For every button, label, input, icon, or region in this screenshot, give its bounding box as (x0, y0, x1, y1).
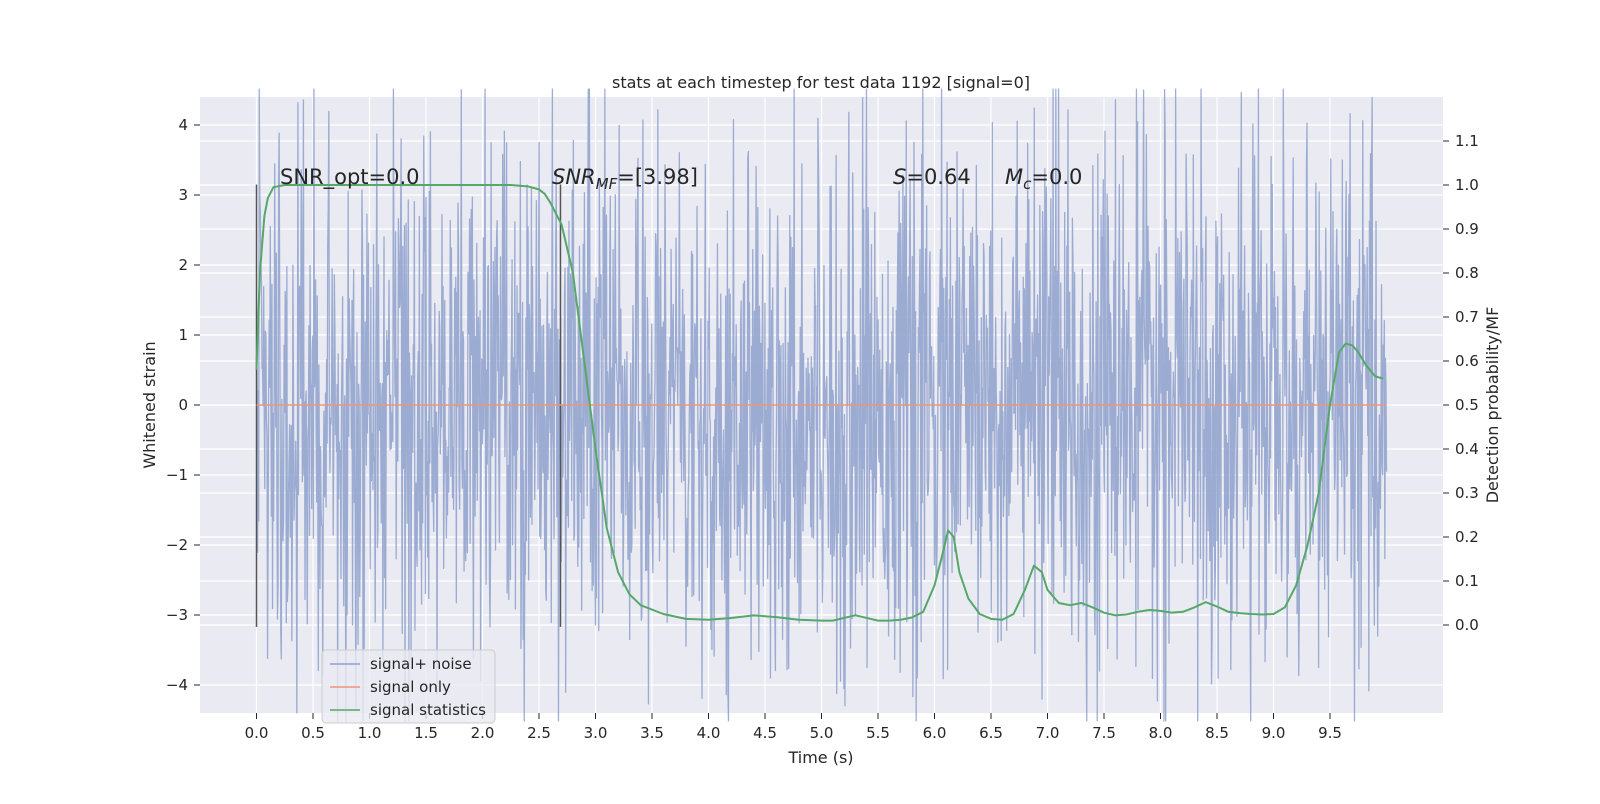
signal-noise-series (255, 88, 1388, 722)
y-axis-label: Whitened strain (140, 341, 159, 468)
annotation-snr-mf-subscript: MF (596, 175, 618, 193)
annotation-snr-mf-value: =[3.98] (617, 165, 698, 189)
y-right-tick-label-1: 1.0 (1455, 176, 1479, 194)
x-tick-label-3: 1.5 (414, 724, 438, 742)
x-tick-label-9: 4.5 (753, 724, 777, 742)
y-right-tick-label-11: 0.0 (1455, 616, 1479, 634)
y-right-tick-label-0: 1.1 (1455, 132, 1479, 150)
x-tick-label-4: 2.0 (471, 724, 495, 742)
y-right-tick-label-5: 0.6 (1455, 352, 1479, 370)
x-tick-label-15: 7.5 (1092, 724, 1116, 742)
y-tick-label-5: −1 (166, 466, 188, 484)
x-tick-label-14: 7.0 (1036, 724, 1060, 742)
y-right-tick-label-4: 0.7 (1455, 308, 1479, 326)
annotation-snr-mf-symbol: SNR (552, 165, 596, 189)
y-tick-label-8: −4 (166, 676, 188, 694)
x-tick-label-6: 3.0 (584, 724, 608, 742)
x-tick-label-11: 5.5 (866, 724, 890, 742)
y-tick-label-6: −2 (166, 536, 188, 554)
x-tick-label-2: 1.0 (358, 724, 382, 742)
annotation-s-symbol: S (893, 165, 906, 189)
legend-label-signal-noise: signal+ noise (370, 655, 472, 673)
x-tick-label-19: 9.5 (1318, 724, 1342, 742)
annotation-s: S=0.64 (893, 165, 971, 189)
x-tick-label-10: 5.0 (810, 724, 834, 742)
annotation-mc: Mc=0.0 (1005, 165, 1082, 193)
annotation-snr-mf: SNRMF=[3.98] (552, 165, 698, 193)
chart-title: stats at each timestep for test data 119… (612, 73, 1030, 92)
x-tick-label-0: 0.0 (245, 724, 269, 742)
legend-label-signal-only: signal only (370, 678, 451, 696)
x-tick-label-5: 2.5 (527, 724, 551, 742)
legend-box (321, 649, 496, 724)
annotation-mc-symbol: M (1005, 165, 1023, 189)
y-tick-label-4: 0 (178, 396, 188, 414)
y-axis-right-label: Detection probability/MF (1483, 307, 1502, 504)
y-tick-label-3: 1 (178, 326, 188, 344)
y-tick-label-2: 2 (178, 256, 188, 274)
y-tick-label-7: −3 (166, 606, 188, 624)
series-signal-statistics (255, 184, 1384, 622)
y-tick-label-1: 3 (178, 186, 188, 204)
series-signal-noise (255, 88, 1388, 722)
annotation-mc-subscript: c (1023, 175, 1032, 193)
x-axis-label: Time (s) (787, 748, 853, 767)
y-right-tick-label-8: 0.3 (1455, 484, 1479, 502)
legend-label-signal-statistics: signal statistics (370, 701, 486, 719)
x-tick-label-1: 0.5 (301, 724, 325, 742)
x-tick-label-13: 6.5 (979, 724, 1003, 742)
y-right-tick-label-7: 0.4 (1455, 440, 1479, 458)
x-tick-label-7: 3.5 (640, 724, 664, 742)
annotation-snr-opt: SNR_opt=0.0 (280, 165, 420, 190)
y-right-tick-label-2: 0.9 (1455, 220, 1479, 238)
axis-ticks: 0.0 0.5 1.0 1.5 2.0 2.5 3.0 3.5 4.0 4.5 5.0 5.5 6.0 6… (166, 116, 1479, 742)
x-tick-label-8: 4.0 (697, 724, 721, 742)
legend: signal+ noise signal only signal statist… (321, 649, 496, 724)
annotations: SNR_opt=0.0 SNRMF=[3.98] S=0.64 Mc=0.0 (280, 165, 1082, 193)
y-tick-label-0: 4 (178, 116, 188, 134)
x-tick-label-17: 8.5 (1205, 724, 1229, 742)
x-tick-label-12: 6.0 (923, 724, 947, 742)
line-series (255, 184, 1387, 622)
annotation-mc-value: =0.0 (1031, 165, 1082, 189)
y-right-tick-label-6: 0.5 (1455, 396, 1479, 414)
annotation-s-value: =0.64 (906, 165, 970, 189)
y-right-tick-label-3: 0.8 (1455, 264, 1479, 282)
y-right-tick-label-10: 0.1 (1455, 572, 1479, 590)
y-right-tick-label-9: 0.2 (1455, 528, 1479, 546)
x-tick-label-18: 9.0 (1262, 724, 1286, 742)
x-tick-label-16: 8.0 (1149, 724, 1173, 742)
